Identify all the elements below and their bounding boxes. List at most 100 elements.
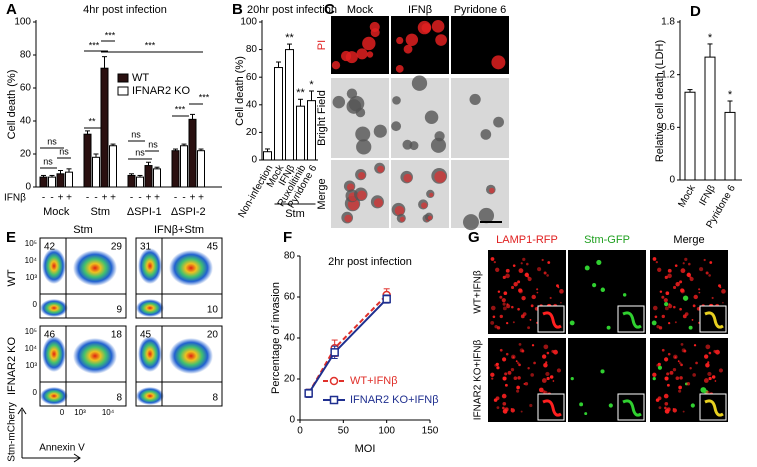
y-tick-label: 0 [33, 388, 38, 397]
significance-label: ns [148, 139, 158, 149]
lamp1-signal [673, 354, 678, 360]
lamp1-signal [682, 410, 685, 413]
quadrant-value: 8 [116, 393, 122, 404]
panel-letter: C [324, 1, 335, 18]
lamp1-signal [530, 304, 534, 308]
y-tick-label: 1.8 [661, 17, 675, 28]
quadrant-value: 29 [111, 242, 123, 253]
lamp1-signal [664, 306, 669, 311]
pi-overlay [377, 165, 385, 173]
gfp-signal [657, 365, 663, 370]
significance-label: ns [135, 147, 145, 157]
inset-signal [542, 399, 562, 417]
x-tick-label: - [86, 193, 89, 204]
lamp1-signal [663, 393, 669, 399]
x-tick-label: 0 [60, 408, 65, 417]
bar [92, 156, 100, 188]
lamp1-signal [510, 408, 515, 413]
column-label: Stm-GFP [584, 234, 630, 246]
cell [480, 129, 492, 140]
y-tick-label: 40 [246, 99, 258, 110]
lamp1-signal [510, 367, 515, 372]
y-tick-label: 40 [20, 116, 32, 127]
lamp1-signal [684, 257, 688, 261]
significance-label: ** [285, 32, 294, 44]
row-label: IFNAR2 KO [6, 337, 18, 396]
lamp1-signal [494, 363, 497, 367]
lamp1-signal [512, 321, 515, 324]
lamp1-signal [668, 303, 671, 306]
pi-overlay [399, 216, 405, 222]
lamp1-signal [659, 290, 663, 293]
bar [263, 151, 272, 161]
lamp1-signal [652, 372, 657, 377]
lamp1-signal [511, 285, 515, 289]
lamp1-signal [668, 322, 671, 325]
lamp1-signal [688, 262, 691, 266]
lamp1-signal [499, 295, 503, 299]
lamp1-signal [517, 307, 520, 311]
inset-signal [542, 311, 562, 329]
lamp1-signal [536, 288, 539, 291]
pi-stain [491, 55, 506, 70]
y-tick-label: 60 [284, 292, 296, 303]
cell [478, 207, 495, 224]
pi-stain [369, 21, 380, 32]
pi-overlay [427, 215, 433, 220]
density [138, 248, 162, 284]
lamp1-signal [698, 291, 701, 294]
lamp1-signal [504, 372, 508, 376]
lamp1-signal [492, 315, 496, 319]
row-label: Merge [316, 178, 328, 209]
lamp1-signal [546, 376, 550, 381]
panel-letter: F [283, 229, 292, 246]
significance-label: *** [199, 92, 210, 102]
significance-label: ** [88, 116, 96, 126]
lamp1-signal [513, 376, 518, 381]
lamp1-signal [549, 375, 554, 379]
lamp1-signal [511, 305, 514, 309]
lamp1-signal [499, 348, 503, 352]
lamp1-signal [496, 406, 500, 410]
lamp1-signal [654, 315, 658, 319]
lamp1-signal [695, 361, 698, 365]
chart-title: 20hr post infection [247, 4, 337, 16]
y-axis-label: Cell death (%) [6, 70, 18, 140]
chart-title: 4hr post infection [83, 4, 167, 16]
lamp1-signal [655, 398, 660, 402]
pi-overlay [403, 173, 412, 183]
column-label: IFNβ+Stm [154, 224, 204, 236]
x-tick-label: IFNβ [697, 183, 718, 208]
pi-overlay [489, 187, 495, 194]
quadrant-value: 8 [212, 393, 218, 404]
lamp1-signal [545, 361, 548, 364]
legend-label: WT [132, 72, 149, 84]
pi-stain [435, 34, 447, 46]
lamp1-signal [490, 257, 495, 261]
lamp1-signal [655, 260, 658, 264]
bar [48, 176, 56, 188]
significance-label: *** [145, 40, 156, 50]
group-label: Mock [43, 206, 70, 218]
gfp-signal [622, 293, 627, 297]
lamp1-signal [520, 314, 525, 319]
lamp1-signal [667, 273, 672, 279]
y-axis-label: Percentage of invasion [270, 282, 282, 394]
lamp1-signal [664, 408, 670, 414]
lamp1-signal [515, 360, 518, 363]
lamp1-signal [678, 385, 682, 390]
column-label: LAMP1-RFP [496, 234, 558, 246]
lamp1-signal [665, 291, 670, 296]
pi-overlay [346, 183, 355, 191]
bar [109, 145, 117, 188]
lamp1-signal [505, 352, 509, 356]
lamp1-signal [543, 271, 547, 275]
quadrant-value: 45 [140, 330, 152, 341]
lamp1-signal [518, 288, 523, 294]
lamp1-signal [557, 286, 560, 289]
lamp1-signal [502, 401, 507, 406]
group-label: ΔSPI-1 [127, 206, 162, 218]
pi-stain [331, 61, 341, 70]
gfp-signal [600, 369, 605, 374]
lamp1-signal [708, 274, 711, 277]
